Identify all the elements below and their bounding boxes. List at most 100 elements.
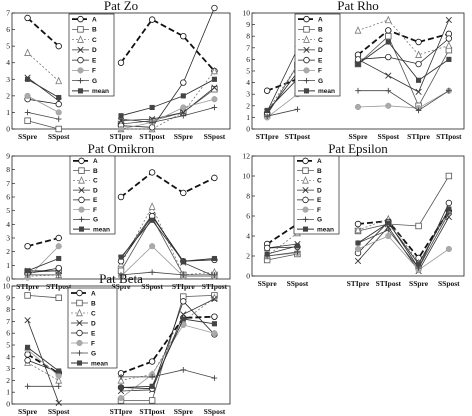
panel-2: Pat Omikron 0 1 2 3 4 5 6 7 8 9 STIpre STIpost SSpre S… xyxy=(6,141,231,291)
series-line xyxy=(27,320,60,403)
panel-3: Pat Epsilon 0 2 4 6 8 10 12 SSpre SSpost STIpre STI… xyxy=(243,141,465,288)
y-tick-label: 2 xyxy=(6,91,10,100)
legend-marker xyxy=(76,360,83,366)
data-point xyxy=(55,264,62,272)
data-point xyxy=(294,249,301,255)
x-tick-label: SSpre xyxy=(174,132,194,141)
data-point xyxy=(385,227,392,233)
data-point xyxy=(211,4,218,12)
panel-title: Pat Epsilon xyxy=(328,141,388,156)
data-point xyxy=(264,107,270,113)
legend-label: F xyxy=(91,340,95,347)
y-tick-label: 0 xyxy=(6,125,10,134)
legend-label: F xyxy=(317,207,321,214)
x-tick-label: SSpre xyxy=(18,407,38,416)
data-point xyxy=(180,258,186,264)
y-tick-label: 6 xyxy=(6,193,10,202)
legend-marker xyxy=(302,187,309,194)
series-line xyxy=(120,18,216,72)
data-point xyxy=(263,87,271,94)
data-point xyxy=(55,234,62,242)
legend-label: C xyxy=(93,178,98,185)
x-tick-label: STIpre xyxy=(407,132,430,141)
x-tick-label: STIpre xyxy=(110,132,133,141)
data-point xyxy=(445,16,452,24)
legend-label: E xyxy=(318,57,323,64)
y-tick-label: 5 xyxy=(6,42,10,51)
legend-marker xyxy=(78,216,85,223)
data-point xyxy=(445,199,453,207)
y-tick-label: 0 xyxy=(6,400,10,409)
series-line xyxy=(266,223,298,245)
series-F xyxy=(24,92,218,133)
y-tick-label: 7 xyxy=(246,43,250,52)
legend-marker xyxy=(78,187,85,194)
y-tick-label: 3 xyxy=(6,234,10,243)
plot-frame xyxy=(251,155,465,277)
data-point xyxy=(385,72,392,79)
data-point xyxy=(415,38,422,46)
y-tick-label: 12 xyxy=(243,152,251,161)
legend-marker xyxy=(303,88,310,94)
data-point xyxy=(118,254,124,260)
legend-marker xyxy=(303,77,310,84)
series-line xyxy=(357,29,450,56)
legend-marker xyxy=(303,56,310,64)
data-point xyxy=(55,294,62,301)
series-line xyxy=(120,297,215,381)
y-tick-label: 2 xyxy=(6,247,10,256)
y-tick-label: 8 xyxy=(246,192,250,201)
series-line xyxy=(266,64,298,116)
series-line xyxy=(27,112,59,120)
legend-label: F xyxy=(318,68,322,75)
legend-marker xyxy=(77,67,84,74)
series-line xyxy=(266,48,298,112)
legend-marker xyxy=(78,196,85,204)
x-tick-label: SSpre xyxy=(348,132,368,141)
data-point xyxy=(354,56,362,63)
data-point xyxy=(180,112,187,119)
y-tick-label: 9 xyxy=(246,20,250,29)
series-line xyxy=(120,87,215,122)
data-point xyxy=(294,243,300,249)
series-line xyxy=(357,210,450,264)
data-point xyxy=(446,56,452,62)
data-point xyxy=(415,60,422,68)
data-point xyxy=(148,358,156,365)
legend-marker xyxy=(302,206,309,213)
legend-marker xyxy=(76,299,83,307)
data-point xyxy=(117,59,125,66)
series-line xyxy=(27,359,59,373)
data-point xyxy=(180,298,187,305)
series-E xyxy=(263,199,453,272)
series-mean xyxy=(264,39,452,113)
legend-marker xyxy=(77,46,84,53)
data-point xyxy=(56,255,62,262)
data-point xyxy=(24,242,31,250)
data-point xyxy=(211,76,217,82)
series-line xyxy=(357,90,450,109)
y-tick-label: 7 xyxy=(6,317,10,326)
data-point xyxy=(117,193,125,201)
data-point xyxy=(149,217,155,223)
y-tick-label: 5 xyxy=(246,67,250,76)
data-point xyxy=(211,330,218,337)
data-point xyxy=(385,33,392,40)
series-line xyxy=(357,235,450,271)
legend-label: A xyxy=(91,290,96,297)
data-point xyxy=(264,251,270,257)
legend-label: G xyxy=(93,217,98,224)
series-line xyxy=(266,245,298,255)
data-point xyxy=(55,109,62,116)
y-tick-label: 7 xyxy=(6,9,10,18)
x-tick-label: SSpre xyxy=(174,407,194,416)
y-tick-label: 10 xyxy=(243,9,251,18)
data-point xyxy=(24,48,31,56)
panel-title: Pat Zo xyxy=(104,0,138,13)
data-point xyxy=(117,376,125,384)
legend-label: F xyxy=(93,207,97,214)
data-point xyxy=(149,269,155,275)
data-point xyxy=(385,39,391,45)
data-point xyxy=(148,169,156,176)
